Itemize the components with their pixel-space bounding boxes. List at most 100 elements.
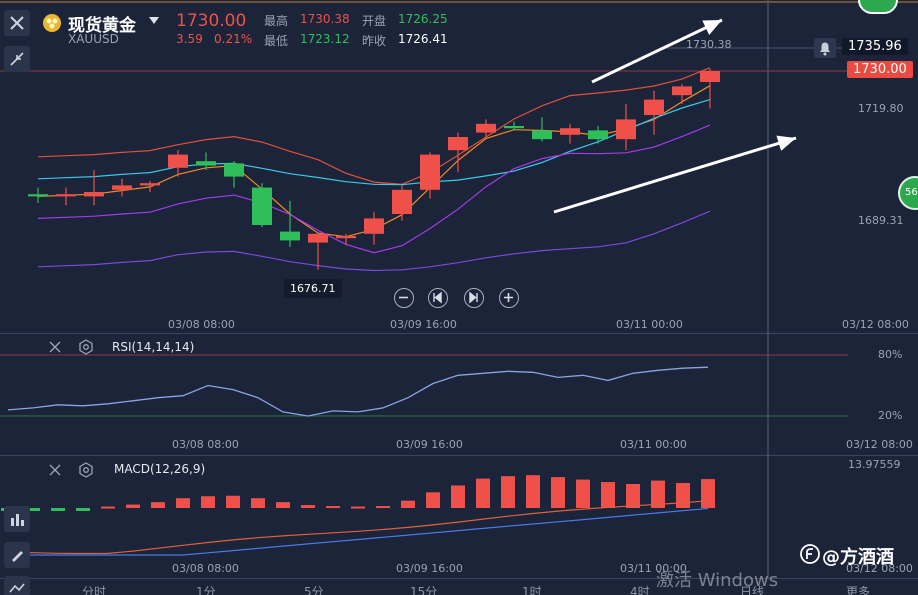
macd-bar (426, 492, 440, 508)
time-axis-label: 03/09 16:00 (396, 438, 463, 451)
close-icon[interactable] (48, 463, 62, 477)
open-label: 开盘 (362, 14, 387, 28)
candle-body (280, 231, 300, 241)
alert-price-label[interactable]: 1735.96 (842, 38, 908, 55)
rsi-label: RSI(14,14,14) (112, 340, 195, 354)
ma-line-violet (37, 210, 711, 272)
time-axis-label: 03/11 00:00 (620, 438, 687, 451)
caret-down-icon[interactable] (149, 17, 159, 25)
macd-bar (401, 500, 415, 508)
candle-body (448, 137, 468, 151)
timeframe-tab[interactable]: 1时 (522, 585, 542, 595)
time-axis-label: 03/09 16:00 (390, 318, 457, 331)
gold-coin-icon (42, 13, 62, 33)
macd-bar (276, 502, 290, 508)
candle-body (700, 71, 720, 82)
candle-body (532, 130, 552, 140)
candle-body (420, 154, 440, 190)
windows-watermark: 激活 Windows (656, 570, 779, 591)
close-icon[interactable] (48, 340, 62, 354)
macd-bar (126, 504, 140, 508)
instrument-title[interactable]: 现货黄金 (68, 16, 136, 36)
candle-body (588, 130, 608, 140)
draw-tool-icon[interactable] (4, 542, 30, 568)
timeframe-tab[interactable]: 更多 (846, 585, 871, 595)
macd-bar (501, 476, 515, 508)
price-change: 3.59 (176, 32, 203, 46)
macd-bar (526, 475, 540, 508)
line-tool-icon[interactable] (4, 576, 30, 595)
trend-arrow-lower-head (776, 135, 796, 151)
time-axis-label: 03/08 08:00 (172, 562, 239, 575)
instrument-symbol: XAUUSD (68, 32, 119, 46)
high-value: 1730.38 (300, 12, 350, 26)
candle-body (392, 189, 412, 214)
time-axis-label: 03/08 08:00 (168, 318, 235, 331)
timeframe-tab[interactable]: 15分 (410, 585, 438, 595)
candle-body (224, 163, 244, 177)
rsi-line (7, 366, 709, 417)
bell-icon[interactable] (814, 38, 836, 58)
brand-label: @方酒酒 (822, 547, 894, 568)
macd-bar (551, 477, 565, 508)
macd-bar (251, 498, 265, 508)
time-axis-label: 03/12 08:00 (842, 318, 909, 331)
macd-dif-line (7, 500, 709, 555)
timeframe-tab[interactable]: 分时 (82, 585, 107, 595)
macd-bar (26, 508, 40, 511)
low-value: 1723.12 (300, 32, 350, 46)
candle-body (196, 161, 216, 166)
candle-body (140, 183, 160, 186)
macd-bar (576, 479, 590, 508)
macd-bar (676, 483, 690, 508)
macd-bar (351, 506, 365, 509)
macd-bar (651, 480, 665, 508)
gear-icon[interactable] (78, 462, 94, 478)
candle-body (252, 187, 272, 225)
prev-close-label: 昨收 (362, 34, 387, 48)
current-price: 1730.00 (176, 11, 247, 31)
main-panel (0, 0, 918, 333)
macd-bar (176, 498, 190, 508)
macd-bar (326, 506, 340, 509)
time-axis-label: 03/12 08:00 (846, 438, 913, 451)
candle-body (616, 119, 636, 140)
candle-body (56, 194, 76, 197)
skip-forward-icon[interactable] (464, 288, 484, 308)
indicator-tool-icon[interactable] (4, 506, 30, 532)
low-label: 最低 (264, 34, 289, 48)
zoom-in-icon[interactable] (499, 288, 519, 308)
candle-body (308, 233, 328, 243)
candle-body (84, 192, 104, 197)
timeframe-tab[interactable]: 4时 (630, 585, 650, 595)
timeframe-tab[interactable]: 日线 (740, 585, 765, 595)
collapse-arrows-icon[interactable] (4, 46, 30, 72)
time-axis-label: 03/08 08:00 (172, 438, 239, 451)
low-marker-label: 1676.71 (284, 279, 342, 298)
rsi-level: 80% (878, 348, 903, 361)
timeframe-tab[interactable]: 1分 (196, 585, 216, 595)
candle-body (336, 236, 356, 239)
candle-body (28, 194, 48, 197)
timeframe-tab[interactable]: 5分 (304, 585, 324, 595)
zoom-out-icon[interactable] (394, 288, 414, 308)
macd-axis-value: 13.97559 (848, 458, 901, 471)
skip-back-icon[interactable] (428, 288, 448, 308)
price-axis-label: 1719.80 (858, 102, 904, 115)
close-x-icon[interactable] (4, 10, 30, 36)
ma-line-purple (37, 124, 711, 254)
macd-label: MACD(12,26,9) (114, 462, 206, 476)
macd-bar (76, 508, 90, 511)
macd-dea-line (8, 507, 709, 556)
candle-body (476, 123, 496, 133)
macd-bar (601, 482, 615, 508)
gear-icon[interactable] (78, 339, 94, 355)
macd-bar (301, 505, 315, 508)
time-axis-label: 03/09 16:00 (396, 562, 463, 575)
prev-close-value: 1726.41 (398, 32, 448, 46)
price-axis-label: 1689.31 (858, 214, 904, 227)
brand-logo-icon (800, 544, 820, 564)
candle-body (672, 86, 692, 96)
